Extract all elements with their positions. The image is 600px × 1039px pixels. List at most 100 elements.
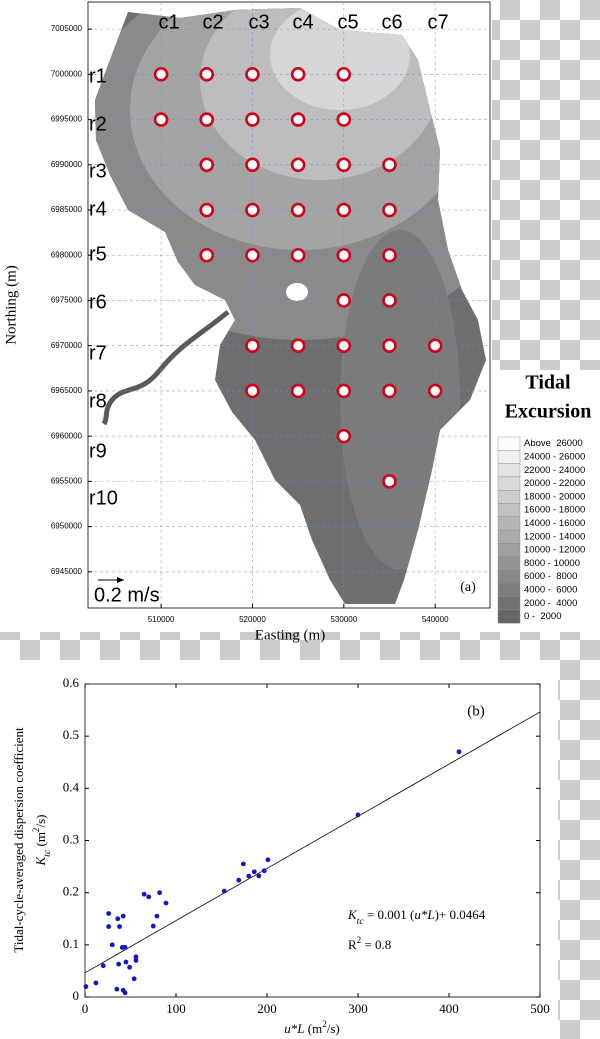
scatter-point	[256, 873, 262, 879]
station	[382, 157, 397, 173]
y-tick-label: 7000000	[51, 69, 83, 78]
panel-b-background	[0, 660, 558, 1039]
scatter-point	[100, 963, 106, 969]
river-channel	[101, 310, 230, 426]
station	[290, 202, 306, 218]
scatter-point	[109, 942, 115, 948]
scatter-point	[106, 911, 112, 916]
row-label: r5	[89, 243, 107, 265]
station	[245, 67, 260, 82]
scale-label: 0.2 m/s	[94, 584, 160, 606]
station	[336, 293, 352, 308]
scatter-point	[106, 924, 112, 929]
station	[199, 202, 215, 218]
legend-swatch	[497, 583, 521, 597]
station	[382, 202, 397, 218]
legend-swatch	[497, 529, 521, 544]
label-part: tc	[357, 916, 365, 927]
label-part: K	[347, 907, 358, 922]
x-tick-label: 530000	[330, 615, 357, 624]
station	[290, 157, 306, 173]
y-tick-label: 6975000	[51, 296, 83, 305]
station	[382, 293, 397, 308]
legend-label: 6000 - 8000	[524, 571, 577, 582]
legend-swatch	[497, 609, 521, 624]
station	[245, 202, 260, 218]
scatter-point	[115, 916, 121, 922]
x-tick-label: 100	[166, 1001, 186, 1016]
station	[199, 112, 215, 127]
column-label: c5	[337, 11, 358, 33]
scatter-point	[122, 945, 128, 950]
legend-title: Excursion	[505, 401, 592, 423]
label-part: /s)	[327, 1021, 340, 1036]
row-label: r3	[89, 160, 107, 182]
scale-arrow-head	[117, 577, 124, 583]
station	[382, 247, 397, 263]
scatter-point	[240, 861, 246, 867]
scatter-point	[122, 990, 128, 996]
island	[286, 283, 308, 301]
map-frame	[87, 1, 491, 609]
station	[245, 247, 260, 263]
y-tick-label: 0.6	[63, 675, 80, 690]
equation: Ktc = 0.001 (u*L)+ 0.0464	[347, 907, 486, 927]
column-label: c6	[381, 11, 402, 33]
station	[245, 112, 260, 127]
scatter-point	[154, 913, 160, 919]
x-tick-label: 400	[439, 1001, 459, 1016]
label-part: R	[348, 937, 357, 952]
legend-label: 14000 - 16000	[524, 518, 585, 529]
scatter-point	[456, 749, 462, 755]
y-tick-label: 0.1	[63, 936, 79, 951]
trendline	[84, 711, 541, 974]
scatter-point	[120, 913, 126, 919]
y-tick-label: 6950000	[51, 522, 83, 531]
x-tick-label: 200	[257, 1001, 277, 1016]
y-tick-label: 0.2	[63, 884, 79, 899]
station	[153, 112, 169, 127]
y-axis-label: Northing (m)	[3, 265, 19, 345]
scatter-point	[261, 868, 267, 874]
x-tick-label: 520000	[239, 615, 266, 624]
legend-label: 8000 - 10000	[524, 558, 580, 569]
y-axis-title: Tidal-cycle-averaged dispersion coeffici…	[11, 727, 26, 953]
scatter-point	[123, 959, 129, 965]
scatter-point	[83, 984, 89, 989]
station	[382, 474, 397, 489]
scatter-point	[133, 958, 139, 963]
scatter-point	[131, 976, 137, 982]
scatter-point	[157, 890, 163, 896]
x-tick-label: 500	[530, 1001, 550, 1016]
station	[245, 157, 260, 173]
scatter-point	[150, 923, 156, 929]
x-tick-label: 540000	[422, 615, 449, 624]
legend-label: 4000 - 6000	[524, 584, 577, 595]
legend-swatch	[497, 503, 521, 518]
legend-swatch	[497, 476, 521, 491]
column-label: c1	[158, 11, 179, 33]
label-part: )+ 0.0464	[435, 907, 486, 922]
y-tick-label: 6945000	[51, 567, 83, 576]
y-tick-label: 6970000	[51, 341, 83, 350]
x-tick-label: 0	[82, 1001, 89, 1016]
legend-label: 10000 - 12000	[524, 545, 585, 556]
scatter-point	[163, 900, 169, 906]
scatter-point	[127, 964, 132, 970]
scatter-point	[141, 891, 147, 897]
station	[427, 383, 443, 399]
row-label: r4	[89, 198, 107, 220]
scatter-point	[117, 924, 122, 929]
station	[336, 157, 352, 173]
row-label: r6	[89, 291, 107, 313]
label-part: 2	[322, 1019, 327, 1029]
y-tick-label: 0.5	[63, 727, 79, 742]
label-part: = 0.8	[361, 937, 391, 952]
scatter-point	[146, 894, 152, 900]
station	[336, 202, 352, 218]
y-tick-label: 0.4	[63, 779, 80, 794]
legend-label: 18000 - 20000	[524, 491, 585, 502]
y-tick-label: 7005000	[51, 24, 83, 33]
row-label: r7	[89, 342, 107, 364]
